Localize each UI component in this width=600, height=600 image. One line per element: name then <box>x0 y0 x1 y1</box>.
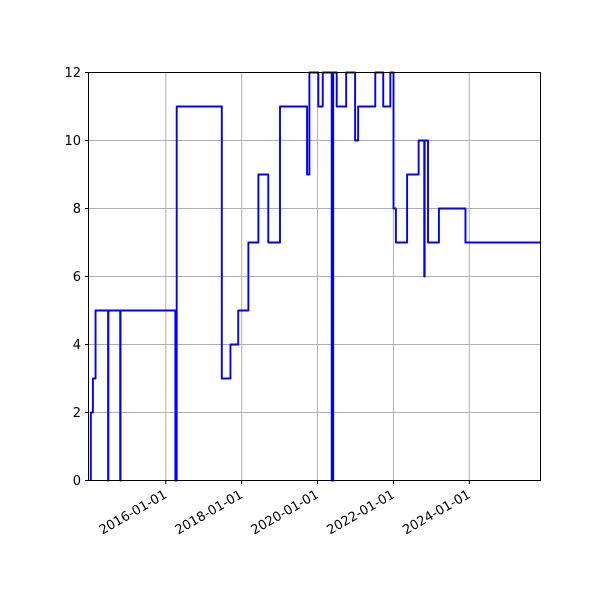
x-tick-label: 2022-01-01 <box>324 487 397 538</box>
x-tick-label: 2018-01-01 <box>173 487 246 538</box>
y-tick-label: 0 <box>73 474 81 489</box>
x-tick-label: 2024-01-01 <box>400 487 473 538</box>
y-tick-label: 6 <box>73 270 81 285</box>
y-tick-label: 4 <box>73 338 81 353</box>
x-tick-label: 2016-01-01 <box>97 487 170 538</box>
y-tick-label: 8 <box>73 202 81 217</box>
y-tick-label: 12 <box>64 66 81 81</box>
data-series-line <box>89 71 541 482</box>
y-tick-label: 10 <box>64 134 81 149</box>
y-tick-label: 2 <box>73 406 81 421</box>
x-tick-label: 2020-01-01 <box>249 487 322 538</box>
